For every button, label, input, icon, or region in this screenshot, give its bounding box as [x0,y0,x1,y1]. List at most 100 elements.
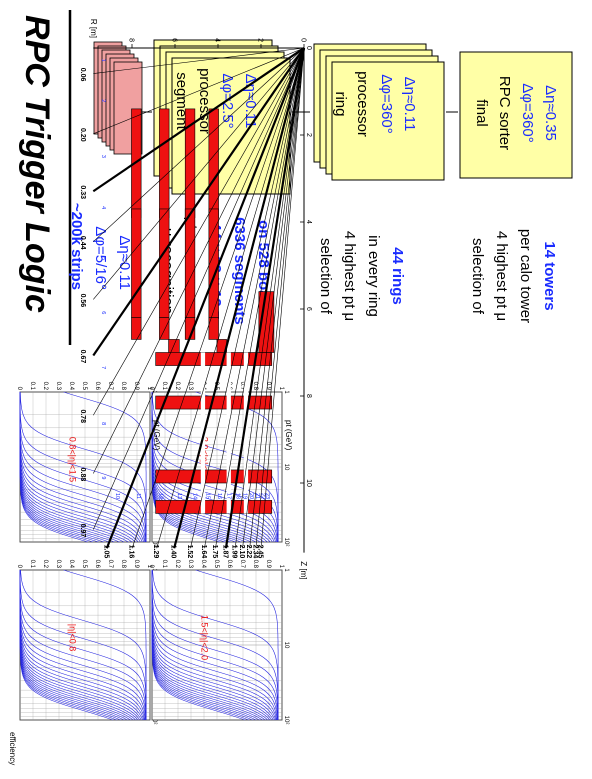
eta-value-label: 1.52 [186,545,193,559]
efficiency-curve [151,570,279,720]
y-tick-label: 0.8 [120,382,126,391]
y-tick-label: 0.7 [107,560,113,569]
y-tick-label: 0.3 [55,560,61,569]
y-tick-label: 0.3 [55,382,61,391]
efficiency-panel: 1.5<|η|<2.0 1 0.9 0.8 0.7 0.6 0.5 0.4 0.3 0.2 0.1 0… [148,560,289,725]
barrel-chamber [159,208,170,318]
y-tick-label: 0.5 [81,560,87,569]
eta-boundary-line [242,47,305,549]
y-tick-label: 0.5 [213,560,219,569]
final-sorter-label1: final [473,99,490,127]
desc2-line3: in every ring [365,235,382,317]
eta-value-label: 2.22 [245,545,252,559]
z-tick-label: 6 [305,307,312,311]
eta-value-label: 1.16 [128,545,135,559]
desc2-line2: 4 highest pt μ [341,231,358,321]
final-sorter-label2: RPC sorter [496,76,513,150]
eta-value-label: 2.45 [257,545,264,559]
eta-boundary-line [234,47,305,549]
eta-value-label: 0.88 [79,468,86,482]
detector-geometry: Z [m]R [m]0246810024680.060.200.330.440.… [79,19,312,580]
y-tick-label: 0.7 [239,560,245,569]
y-tick-label: 0.2 [42,382,48,391]
y-tick-label: 0.1 [29,382,35,391]
barrel-chamber [159,317,170,340]
eta-boundary-line [92,47,305,193]
y-tick-label: 0.9 [265,560,271,569]
y-tick-label: 0.4 [68,382,74,391]
y-tick-label: 0.4 [200,560,206,569]
ring-processor-stack [313,43,445,181]
desc3-line4: 14 towers [541,241,558,310]
eta-value-label: 1.40 [170,545,177,559]
y-tick-label: 0 [16,565,22,569]
tower-id-label: 20 [248,493,254,499]
eta-range-label: 0.8<|η|<1.5 [67,437,77,482]
desc2-line1: selection of [317,238,334,315]
efficiency-curve [151,392,220,543]
tower-id-label: 5 [100,257,106,260]
eta-boundary-line [93,47,305,242]
trigger-logic-panel: RPC Trigger Logic segment processor Δφ=2… [18,10,573,345]
barrel-chamber [208,108,219,218]
y-tick-label: 0.9 [133,560,139,569]
y-tick-label: 0.3 [187,560,193,569]
y-tick-label: 0.2 [174,382,180,391]
y-tick-label: 0.2 [42,560,48,569]
y-tick-label: 0.1 [29,560,35,569]
r-tick-label: 4 [214,38,221,42]
z-tick-label: 2 [305,133,312,137]
eta-value-label: 0.56 [79,294,86,308]
efficiency-panel: |η|<0.810.90.80.70.60.50.40.30.20.101101… [16,560,157,725]
tower-id-label: 22 [259,493,265,499]
x-tick-label: 10² [283,538,289,547]
tower-id-label: 9 [100,476,106,479]
tower-id-label: 4 [100,206,106,209]
tower-id-label: 16 [216,493,222,499]
y-tick-label: 0.6 [226,560,232,569]
barrel-chamber [208,317,219,340]
desc1-line4: 6336 segments [231,217,248,325]
z-tick-label: 4 [305,220,312,224]
desc2-line4: 44 rings [389,247,406,305]
tower-id-label: 15 [205,493,211,499]
efficiency-curve [19,570,113,721]
y-tick-label: 0.6 [94,382,100,391]
pt-axis-label-bottom: pt (GeV) [284,420,293,451]
page-title: RPC Trigger Logic [18,15,56,313]
eta-boundary-line [93,47,305,530]
tower-id-label: 3 [100,155,106,158]
efficiency-curve [151,570,245,721]
ring-processor-label2: processor [354,71,371,137]
r-tick-label: 2 [257,38,264,42]
eta-boundary-line [93,47,305,474]
eta-range-label: 1.5<|η|<2.0 [199,615,209,660]
tower-id-label: 10 [114,493,120,499]
barrel-chamber [131,317,142,340]
y-tick-label: 1 [146,565,152,569]
tower-id-label: 7 [100,366,106,369]
efficiency-curve [152,391,279,542]
desc3-line3: per calo tower [517,229,534,323]
y-tick-label: 1 [278,387,284,391]
tower-id-label: 19 [242,493,248,499]
r-axis-label: R [m] [89,19,98,38]
y-tick-label: 0 [148,565,154,569]
eta-value-label: 0.44 [79,236,86,250]
tower-id-label: 12 [158,493,164,499]
eta-boundary-line [215,47,305,549]
y-tick-label: 0.9 [133,382,139,391]
tower-id-label: 21 [254,493,260,499]
y-tick-label: 0.1 [161,560,167,569]
y-tick-label: 0.8 [252,382,258,391]
tower-id-label: 17 [226,493,232,499]
tower-id-label: 13 [176,493,182,499]
eta-range-label: |η|<0.8 [67,624,77,651]
y-tick-label: 1 [278,565,284,569]
eta-value-label: 0.97 [79,524,86,538]
tower-id-label: 2 [100,99,106,102]
chamber-gap [226,352,231,514]
eta-value-label: 0.67 [79,350,86,364]
r-tick-label: 0 [300,38,307,42]
